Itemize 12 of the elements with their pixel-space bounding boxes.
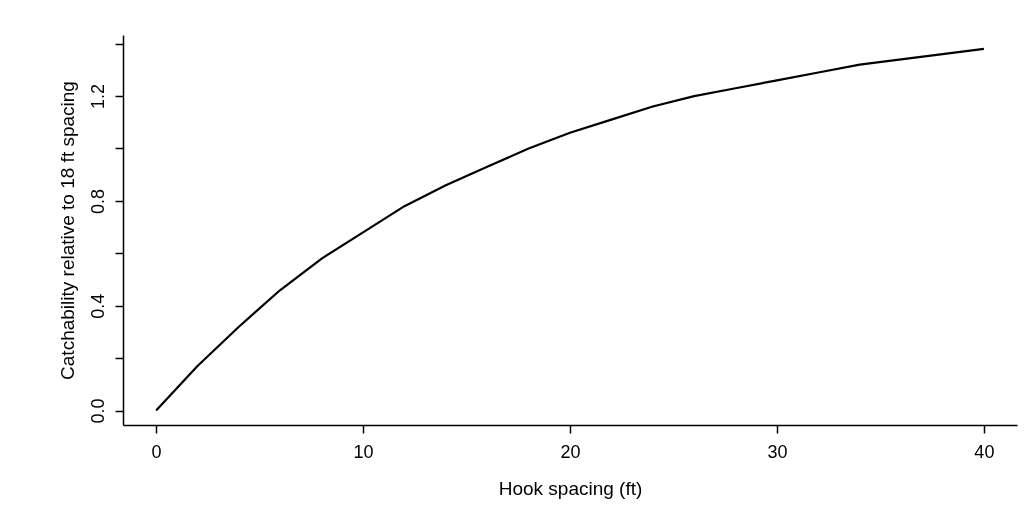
y-axis-title: Catchability relative to 18 ft spacing <box>56 81 78 380</box>
x-axis-title: Hook spacing (ft) <box>498 477 643 499</box>
x-tick-label: 10 <box>353 441 374 462</box>
x-tick-label: 0 <box>151 441 162 462</box>
y-tick-label: 0.4 <box>87 293 108 319</box>
line-series <box>155 47 985 412</box>
x-tick-label: 20 <box>560 441 581 462</box>
y-tick-label: 1.2 <box>87 84 108 110</box>
x-tick-label: 30 <box>767 441 788 462</box>
y-tick-label: 0.0 <box>87 398 108 424</box>
y-tick-label: 0.8 <box>87 188 108 214</box>
x-tick-label: 40 <box>974 441 995 462</box>
